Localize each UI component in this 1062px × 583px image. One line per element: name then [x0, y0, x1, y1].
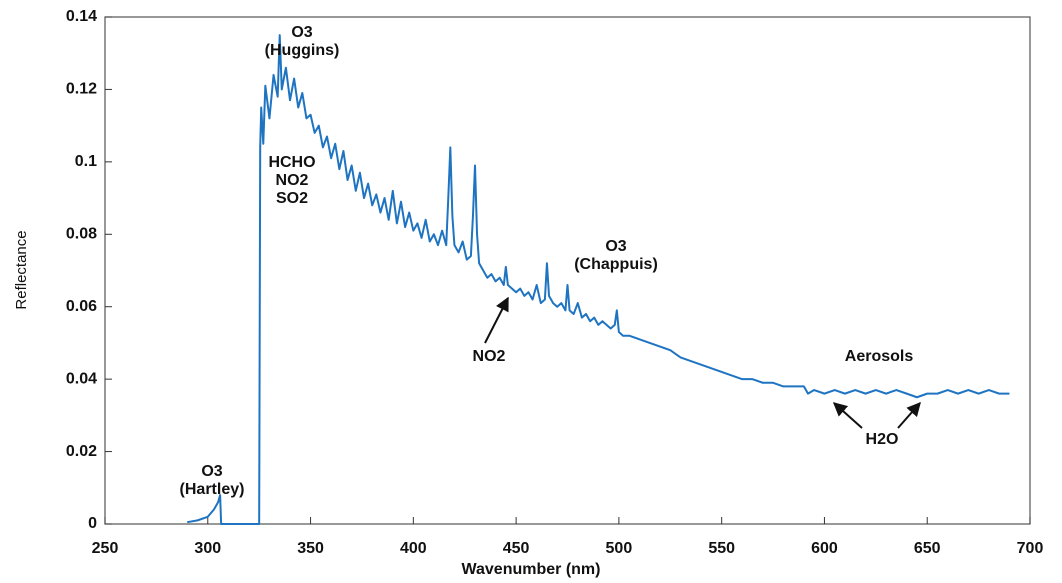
annotation: O3: [201, 463, 222, 480]
spectrum-line: [187, 34, 1010, 525]
arrow: [832, 402, 863, 429]
arrow: [897, 401, 921, 429]
y-tick-label: 0.02: [66, 443, 97, 460]
x-tick-label: 300: [194, 540, 221, 557]
annotation: NO2: [276, 172, 309, 189]
annotation: HCHO: [268, 154, 315, 171]
y-tick-label: 0.1: [75, 153, 97, 170]
x-tick-label: 350: [297, 540, 324, 557]
x-axis-label: Wavenumber (nm): [462, 561, 601, 578]
annotation: H2O: [866, 431, 899, 448]
x-tick-label: 550: [708, 540, 735, 557]
y-tick-label: 0: [88, 515, 97, 532]
annotation: (Chappuis): [574, 256, 658, 273]
x-tick-label: 700: [1017, 540, 1044, 557]
x-tick-label: 250: [92, 540, 119, 557]
x-tick-label: 650: [914, 540, 941, 557]
annotation: (Hartley): [180, 481, 245, 498]
x-tick-label: 600: [811, 540, 838, 557]
y-axis-label: Reflectance: [13, 230, 30, 309]
x-tick-label: 450: [503, 540, 530, 557]
y-tick-label: 0.06: [66, 298, 97, 315]
annotation: Aerosols: [845, 348, 914, 365]
plot-frame: [104, 16, 1031, 525]
x-tick-label: 400: [400, 540, 427, 557]
annotation: SO2: [276, 190, 308, 207]
annotation: (Huggins): [265, 42, 340, 59]
x-tick-label: 500: [606, 540, 633, 557]
arrow: [484, 296, 509, 344]
y-tick-label: 0.04: [66, 370, 97, 387]
y-tick-label: 0.08: [66, 226, 97, 243]
annotation: O3: [291, 24, 312, 41]
annotation: O3: [605, 238, 626, 255]
y-tick-label: 0.14: [66, 8, 97, 25]
annotation: NO2: [473, 348, 506, 365]
y-tick-label: 0.12: [66, 81, 97, 98]
